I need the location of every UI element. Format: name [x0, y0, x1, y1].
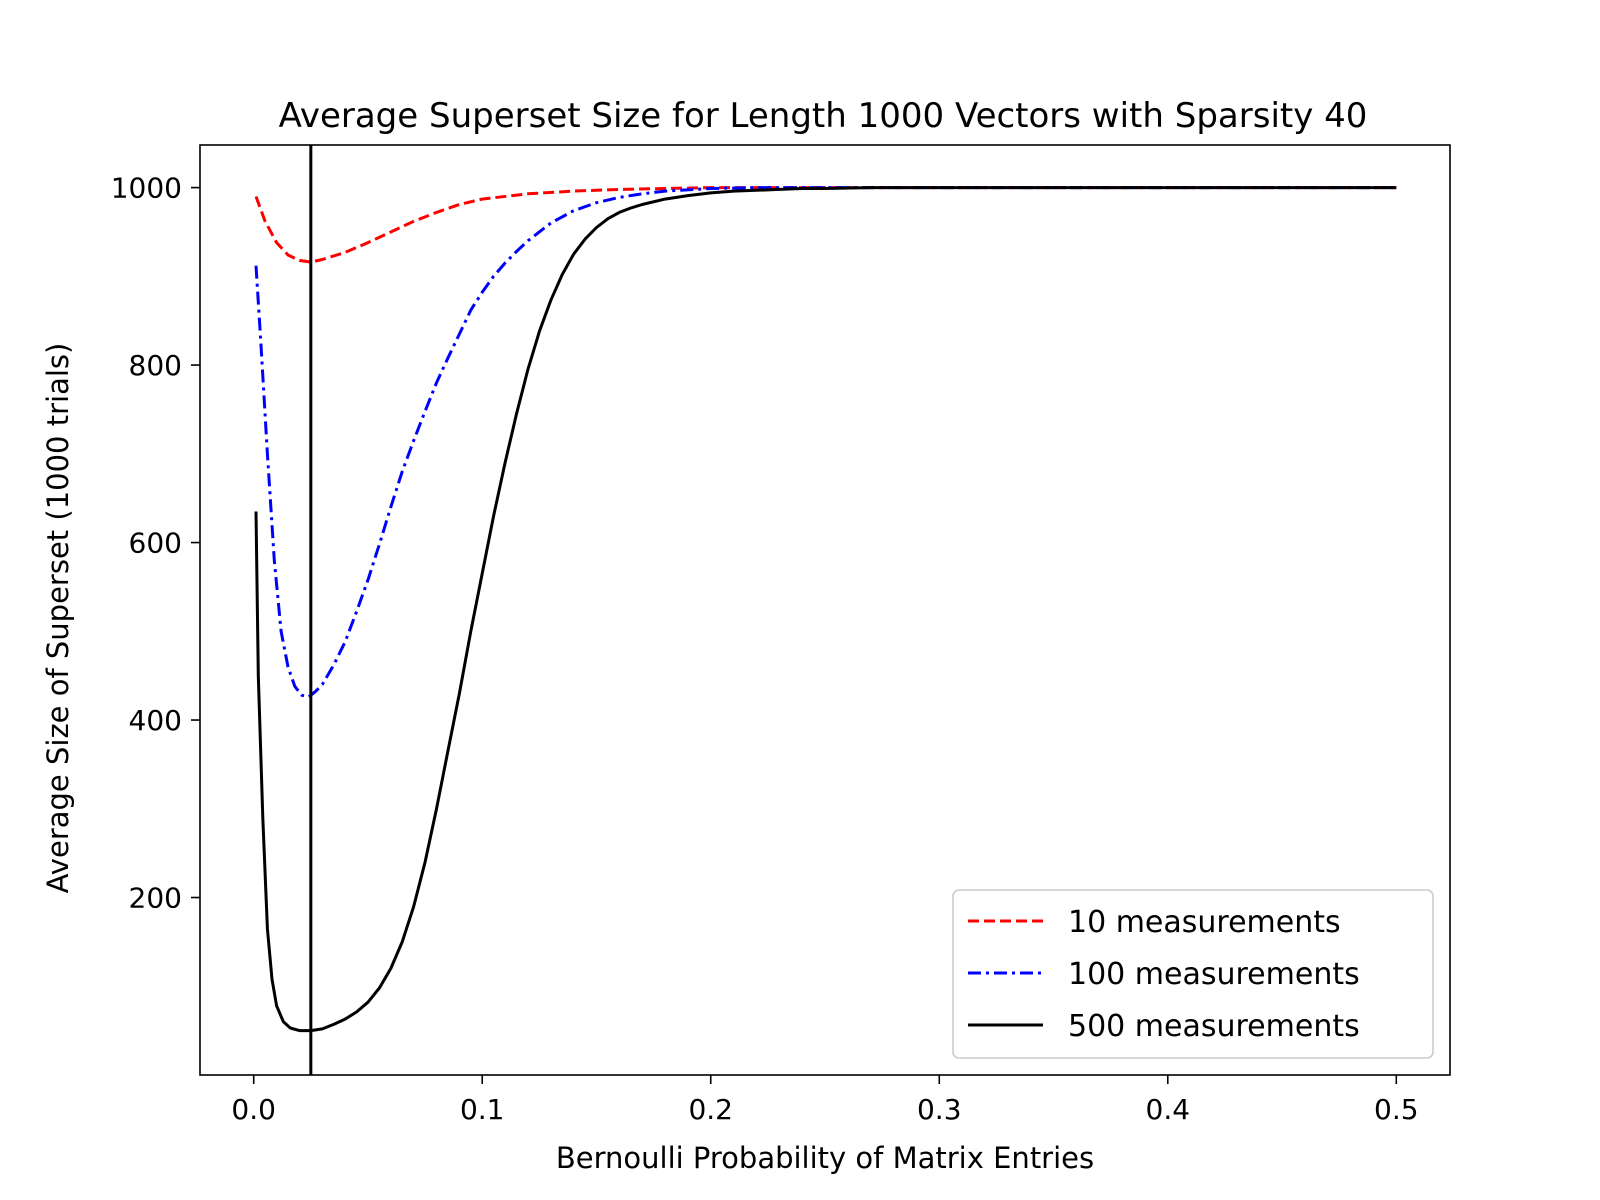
x-tick-label: 0.0 [231, 1093, 276, 1126]
legend-label: 10 measurements [1068, 905, 1341, 940]
x-tick-label: 0.4 [1146, 1093, 1191, 1126]
series-line-10-measurements [254, 186, 1397, 264]
y-tick-label: 800 [129, 349, 182, 382]
chart-title: Average Superset Size for Length 1000 Ve… [279, 96, 1368, 136]
x-tick-label: 0.5 [1374, 1093, 1419, 1126]
x-tick-label: 0.3 [917, 1093, 962, 1126]
plot-area [199, 144, 1451, 1076]
series-layer [254, 186, 1397, 1033]
legend-box [952, 889, 1434, 1059]
y-tick-label: 200 [129, 882, 182, 915]
legend: 10 measurements 100 measurements 500 measu… [952, 889, 1434, 1059]
x-tick-label: 0.2 [688, 1093, 733, 1126]
y-tick-label: 1000 [111, 172, 182, 205]
series-line-100-measurements [254, 186, 1397, 699]
y-tick-label: 400 [129, 704, 182, 737]
y-tick-label: 600 [129, 527, 182, 560]
legend-label: 100 measurements [1068, 957, 1360, 992]
legend-label: 500 measurements [1068, 1009, 1360, 1044]
x-tick-label: 0.1 [460, 1093, 505, 1126]
x-axis-ticks: 0.0 0.1 0.2 0.3 0.4 0.5 [231, 1075, 1419, 1126]
y-axis-label: Average Size of Superset (1000 trials) [41, 343, 75, 894]
series-line-500-measurements [254, 186, 1397, 1033]
x-axis-label: Bernoulli Probability of Matrix Entries [556, 1141, 1094, 1175]
y-axis-ticks: 200 400 600 800 1000 [111, 172, 200, 915]
